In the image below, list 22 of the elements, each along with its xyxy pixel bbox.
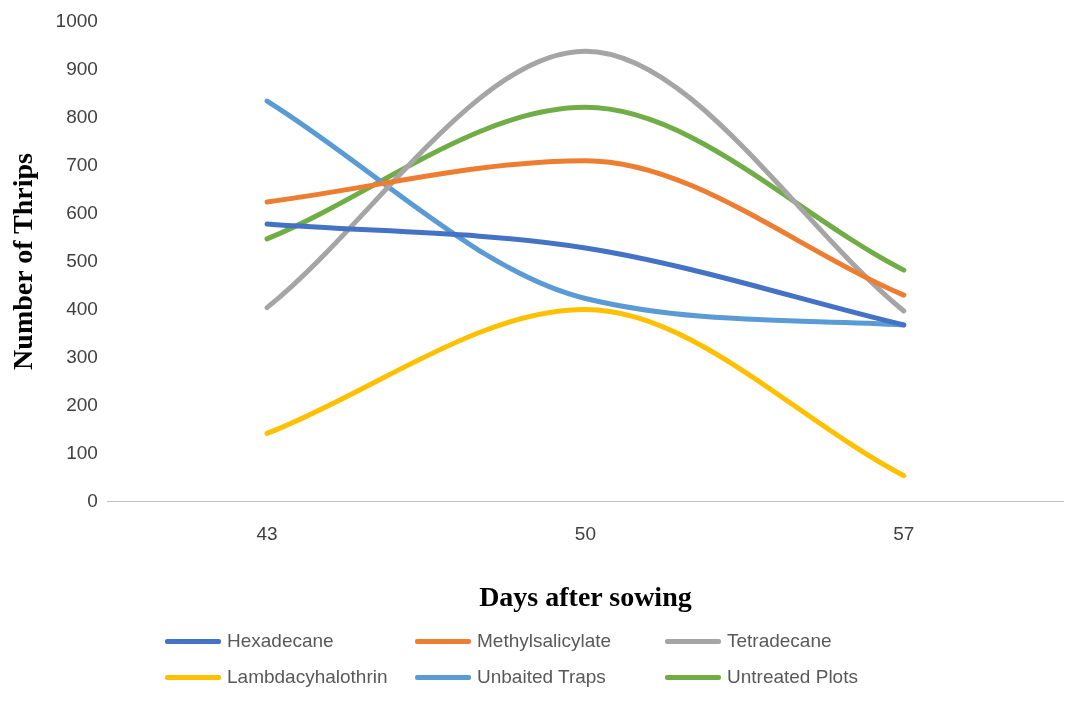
legend-label: Tetradecane [727,630,832,652]
y-tick-label: 900 [66,57,98,79]
y-tick-label: 200 [66,393,98,415]
legend-label: Lambdacyhalothrin [227,666,388,688]
legend-label: Hexadecane [227,630,334,652]
y-tick-label: 600 [66,201,98,223]
x-tick-label: 43 [256,523,278,545]
legend-label: Unbaited Traps [477,666,606,688]
y-tick-label: 100 [66,441,98,463]
legend-label: Methylsalicylate [477,630,612,652]
y-tick-label: 0 [87,489,98,511]
x-axis-title: Days after sowing [479,581,692,613]
legend-label: Untreated Plots [727,666,858,688]
y-tick-label: 300 [66,345,98,367]
y-axis-title: Number of Thrips [7,153,39,370]
x-tick-label: 57 [893,523,915,545]
y-tick-label: 1000 [55,9,98,31]
y-tick-label: 800 [66,105,98,127]
y-tick-label: 700 [66,153,98,175]
y-tick-label: 500 [66,249,98,271]
x-tick-label: 50 [574,523,596,545]
y-tick-label: 400 [66,297,98,319]
